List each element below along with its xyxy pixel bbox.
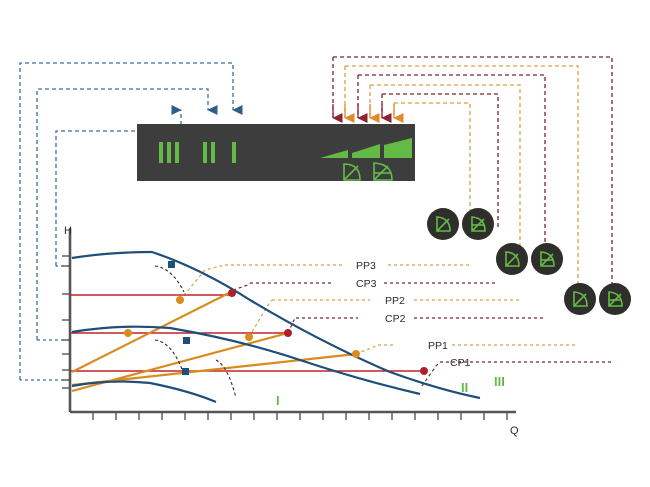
- pump-curve-icon: [471, 216, 486, 232]
- label-pp2: PP2: [385, 295, 405, 307]
- label-cp3: CP3: [356, 278, 377, 290]
- stage-bar: [167, 142, 171, 163]
- stage-indicator-2[interactable]: [203, 142, 215, 163]
- stage-bar: [203, 142, 207, 163]
- pump-curve-icon: [540, 251, 555, 267]
- pump-curve-icon: [573, 291, 588, 307]
- marker-cp1: [420, 367, 428, 375]
- stage-bar: [175, 142, 179, 163]
- duty-point-III: [168, 261, 175, 268]
- hook-cp1: [421, 361, 441, 387]
- curve-label-III: III: [494, 374, 505, 389]
- pump-indicator-6[interactable]: [599, 283, 631, 315]
- pump-indicator-2[interactable]: [462, 208, 494, 240]
- pump-indicator-5[interactable]: [564, 283, 596, 315]
- pump-curve-icon: [505, 251, 520, 267]
- label-pp1: PP1: [428, 340, 448, 352]
- system-curve-3: [71, 290, 234, 373]
- controller-panel[interactable]: [137, 124, 415, 181]
- pump-curve-icon: [608, 291, 623, 307]
- pump-curve-icon: [373, 162, 393, 181]
- y-axis-ticks: [62, 255, 70, 389]
- stage-bar: [232, 142, 236, 163]
- pump-indicator-3[interactable]: [496, 243, 528, 275]
- stage-indicator-3[interactable]: [159, 142, 179, 163]
- marker-pp3: [176, 296, 184, 304]
- route-blue-stage3: [19, 62, 243, 380]
- x-axis-ticks: [92, 412, 508, 420]
- pump-curve-icon-hatch: [373, 165, 389, 181]
- marker-cp3: [228, 289, 236, 297]
- x-axis-label: Q: [510, 425, 519, 437]
- label-cp2: CP2: [385, 313, 406, 325]
- route-cp-inner: [381, 93, 499, 230]
- setpoint-lines: [70, 294, 424, 372]
- y-axis-label: H: [64, 225, 72, 237]
- marker-pp2: [245, 333, 253, 341]
- label-pp3: PP3: [356, 260, 376, 272]
- marker-pp1: [352, 350, 360, 358]
- route-pp-mid: [369, 84, 521, 265]
- marker-pp3b: [124, 329, 132, 337]
- route-blue-stage1: [55, 104, 182, 266]
- label-cp1: CP1: [450, 357, 471, 369]
- hook-pp3: [179, 264, 226, 301]
- hook-cp2: [287, 317, 297, 334]
- pump-curve-II: [71, 325, 421, 396]
- stage-indicator-1[interactable]: [232, 142, 236, 163]
- ramp-level-2: [352, 144, 380, 158]
- pump-indicator-4[interactable]: [531, 243, 563, 275]
- curve-connectors: [154, 265, 237, 399]
- pump-curve-icon: [436, 216, 451, 232]
- hook-pp2: [248, 299, 273, 338]
- hook-pp1: [355, 344, 379, 355]
- stage-bar: [211, 142, 215, 163]
- route-blue-stage2: [36, 88, 218, 340]
- ramp-level-1: [320, 150, 348, 158]
- duty-point-markers: [124, 261, 428, 375]
- system-curve-1: [71, 352, 357, 387]
- pump-curve-III: [71, 250, 481, 400]
- stage-bar: [159, 142, 163, 163]
- pump-curve-I: [71, 380, 217, 404]
- panel-ramp-group: [320, 138, 412, 181]
- pump-curve-icon-hatch: [343, 165, 359, 181]
- marker-cp2: [284, 329, 292, 337]
- pump-curves: [71, 250, 481, 404]
- system-curves: [71, 290, 357, 393]
- curve-label-II: II: [461, 380, 469, 395]
- pump-indicator-1[interactable]: [427, 208, 459, 240]
- ramp-level-3: [384, 138, 412, 158]
- duty-point-I: [182, 368, 189, 375]
- duty-point-II: [183, 337, 190, 344]
- curve-label-I: I: [276, 393, 280, 408]
